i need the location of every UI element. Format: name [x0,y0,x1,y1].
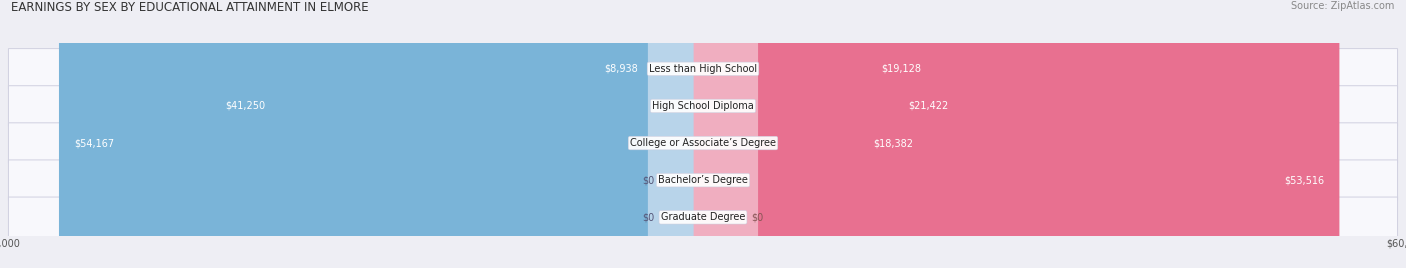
Text: $41,250: $41,250 [225,101,266,111]
FancyBboxPatch shape [59,0,713,268]
FancyBboxPatch shape [8,86,1398,126]
Text: High School Diploma: High School Diploma [652,101,754,111]
FancyBboxPatch shape [693,0,928,268]
FancyBboxPatch shape [589,0,713,268]
Text: $21,422: $21,422 [908,101,949,111]
FancyBboxPatch shape [693,0,936,268]
Text: EARNINGS BY SEX BY EDUCATIONAL ATTAINMENT IN ELMORE: EARNINGS BY SEX BY EDUCATIONAL ATTAINMEN… [11,1,368,14]
Text: $0: $0 [751,212,763,222]
Text: $19,128: $19,128 [882,64,921,74]
Text: $8,938: $8,938 [605,64,638,74]
Text: Less than High School: Less than High School [650,64,756,74]
FancyBboxPatch shape [693,0,758,268]
Text: $54,167: $54,167 [75,138,114,148]
FancyBboxPatch shape [8,49,1398,89]
FancyBboxPatch shape [648,0,713,268]
FancyBboxPatch shape [693,0,1340,268]
FancyBboxPatch shape [8,197,1398,237]
Text: $0: $0 [643,175,655,185]
Text: $18,382: $18,382 [873,138,912,148]
Text: Bachelor’s Degree: Bachelor’s Degree [658,175,748,185]
Text: Source: ZipAtlas.com: Source: ZipAtlas.com [1291,1,1395,11]
FancyBboxPatch shape [8,123,1398,163]
Text: $0: $0 [643,212,655,222]
Text: $53,516: $53,516 [1284,175,1324,185]
FancyBboxPatch shape [8,160,1398,200]
Text: College or Associate’s Degree: College or Associate’s Degree [630,138,776,148]
FancyBboxPatch shape [648,0,713,268]
FancyBboxPatch shape [211,0,713,268]
Text: Graduate Degree: Graduate Degree [661,212,745,222]
FancyBboxPatch shape [693,0,963,268]
